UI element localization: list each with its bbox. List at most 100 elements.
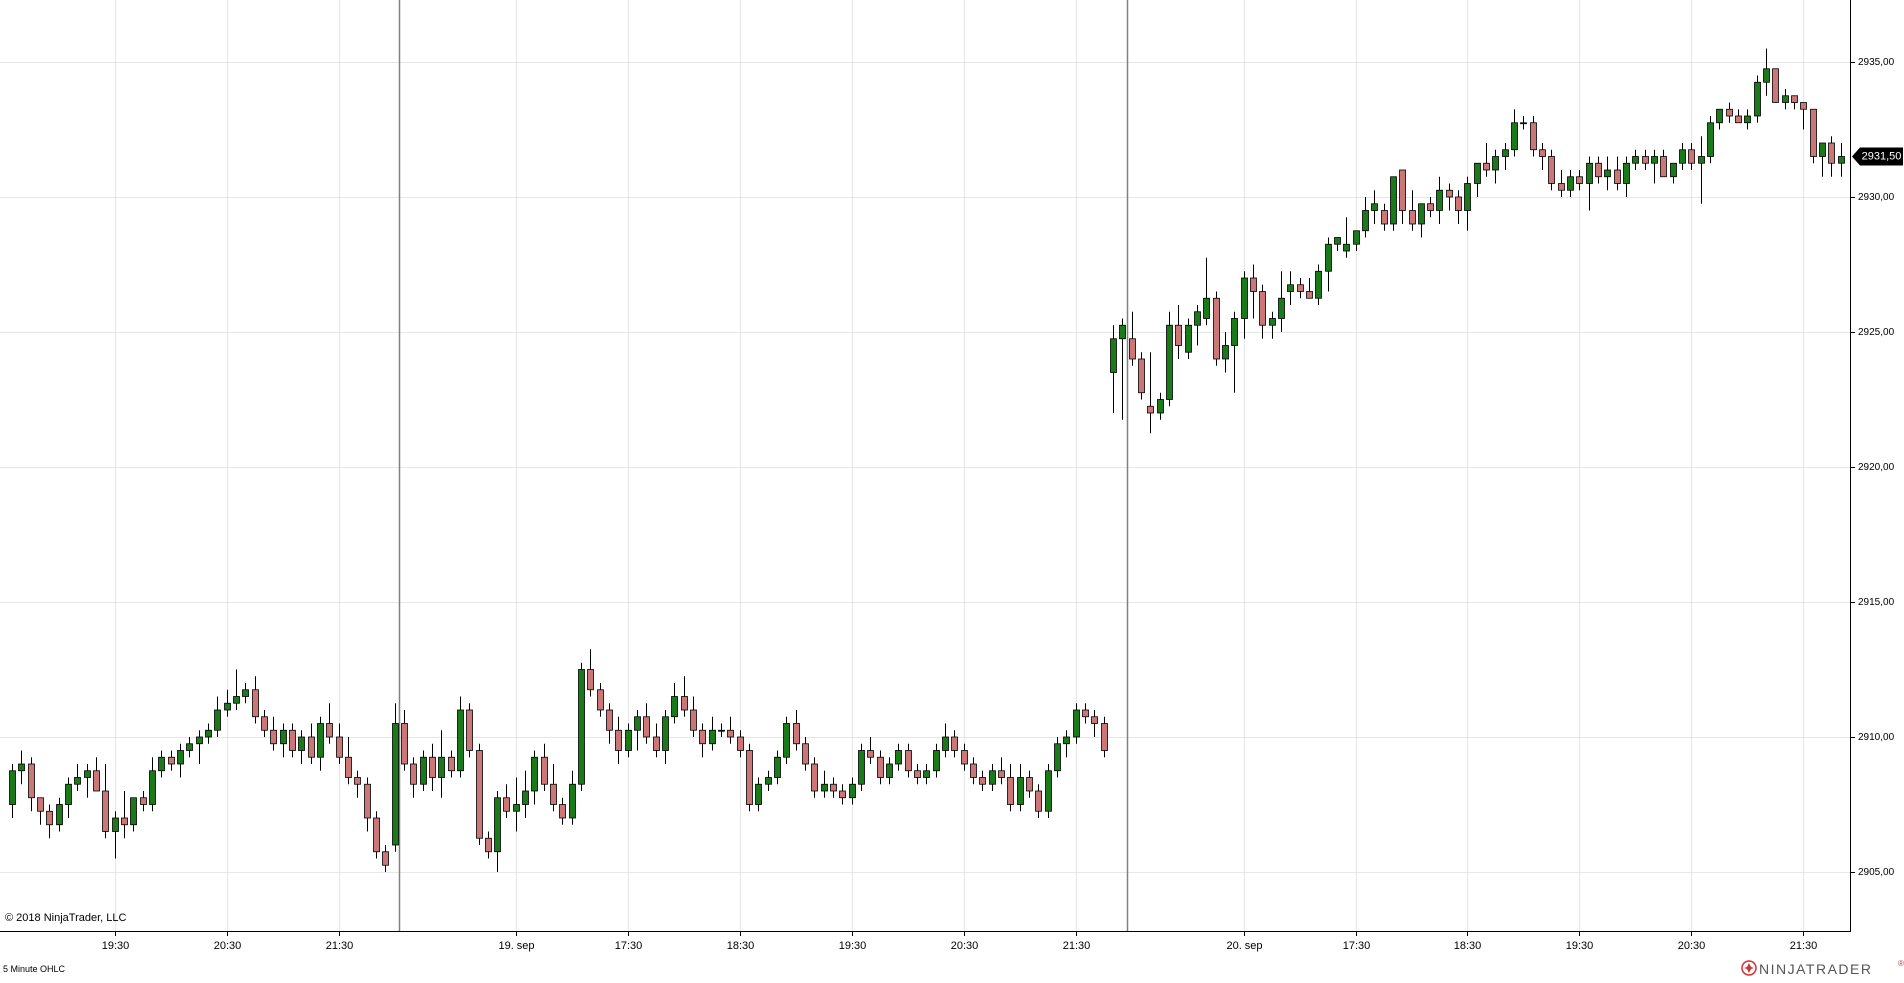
candle: [1558, 170, 1565, 197]
candle-body-down: [476, 750, 483, 839]
candle: [149, 757, 156, 812]
candle: [923, 764, 930, 785]
candle: [1530, 116, 1537, 157]
candle-body-down: [998, 770, 1005, 778]
candle-body-up: [298, 736, 305, 751]
candle: [989, 764, 996, 791]
candle: [494, 791, 501, 872]
candle: [746, 743, 753, 812]
candle-body-up: [18, 763, 25, 772]
candle-body-up: [1222, 345, 1229, 360]
candle: [18, 750, 25, 785]
candle-body-down: [1082, 709, 1089, 718]
candle: [1129, 311, 1136, 366]
candle: [1511, 109, 1518, 157]
candle: [37, 797, 44, 825]
candle: [1726, 102, 1733, 123]
candle: [522, 770, 529, 818]
candle-body-up: [1185, 324, 1192, 353]
candle: [392, 703, 399, 852]
candle-body-down: [587, 669, 594, 691]
candle-body-down: [1688, 149, 1695, 164]
candle-body-down: [252, 689, 259, 718]
ninja-star-icon: [1741, 960, 1757, 976]
candle-body-down: [1129, 338, 1136, 360]
candle-body-down: [606, 709, 613, 731]
candle-body-up: [196, 736, 203, 745]
candle-body-up: [1782, 95, 1789, 103]
candle: [933, 743, 940, 778]
candle: [270, 716, 277, 751]
candle: [308, 723, 315, 764]
candle-body-up: [755, 783, 762, 805]
candle-body-down: [1409, 210, 1416, 225]
candle-body-up: [531, 756, 538, 792]
candle-body-down: [1101, 723, 1108, 751]
candle-body-down: [1735, 115, 1742, 124]
candle: [1045, 764, 1052, 818]
candle-body-down: [1800, 102, 1807, 110]
candle: [1278, 271, 1285, 332]
candle: [1502, 143, 1509, 170]
candle: [587, 649, 594, 697]
candle-body-down: [615, 729, 622, 751]
candle-body-down: [1810, 108, 1817, 157]
candle: [420, 750, 427, 791]
candle: [606, 703, 613, 744]
candle-body-down: [345, 756, 352, 778]
candle: [774, 750, 781, 785]
candle: [1688, 143, 1695, 170]
candle: [1110, 325, 1117, 413]
candle: [942, 723, 949, 758]
candle: [1269, 311, 1276, 339]
candle: [578, 662, 585, 791]
candle-body-up: [783, 723, 790, 758]
candle: [1744, 109, 1751, 130]
candle-body-up: [1707, 122, 1714, 157]
candle-body-up: [1502, 149, 1509, 157]
candle-body-down: [168, 756, 175, 765]
candle: [1632, 149, 1639, 170]
candle: [457, 696, 464, 778]
candle: [84, 764, 91, 798]
candle: [1614, 156, 1621, 191]
candle: [438, 730, 445, 798]
candle-body-up: [1362, 210, 1369, 232]
candle: [961, 743, 968, 771]
candle: [1791, 95, 1798, 110]
candle-body-down: [1147, 405, 1154, 414]
candle: [121, 791, 128, 839]
candle: [429, 743, 436, 791]
candle: [140, 791, 147, 812]
candle: [1455, 190, 1462, 224]
x-tick-label: 21:30: [1063, 940, 1091, 952]
candle: [1623, 156, 1630, 197]
candle-body-down: [802, 743, 809, 765]
candle-body-up: [186, 743, 193, 751]
candle-body-down: [503, 797, 510, 812]
candle: [569, 770, 576, 825]
candle: [448, 750, 455, 778]
y-tick-label: 2935,00: [1858, 57, 1895, 68]
candle: [1576, 170, 1583, 191]
candle-body-down: [1455, 196, 1462, 211]
candle: [28, 757, 35, 812]
candle: [252, 676, 259, 724]
candle: [158, 750, 165, 778]
candle-body-down: [559, 804, 566, 819]
candle: [1464, 176, 1471, 231]
candle-body-down: [140, 797, 147, 805]
candle-body-up: [214, 709, 221, 731]
candle-body-up: [765, 777, 772, 785]
candle-body-down: [326, 723, 333, 738]
candle: [1194, 305, 1201, 346]
candle: [1119, 318, 1126, 420]
candle-body-down: [951, 736, 958, 751]
candle-body-up: [438, 756, 445, 778]
candle: [783, 716, 790, 764]
x-tick-label: 20. sep: [1226, 940, 1262, 952]
candle-body-down: [1250, 277, 1257, 292]
candle-body-up: [578, 669, 585, 785]
candle: [615, 716, 622, 764]
